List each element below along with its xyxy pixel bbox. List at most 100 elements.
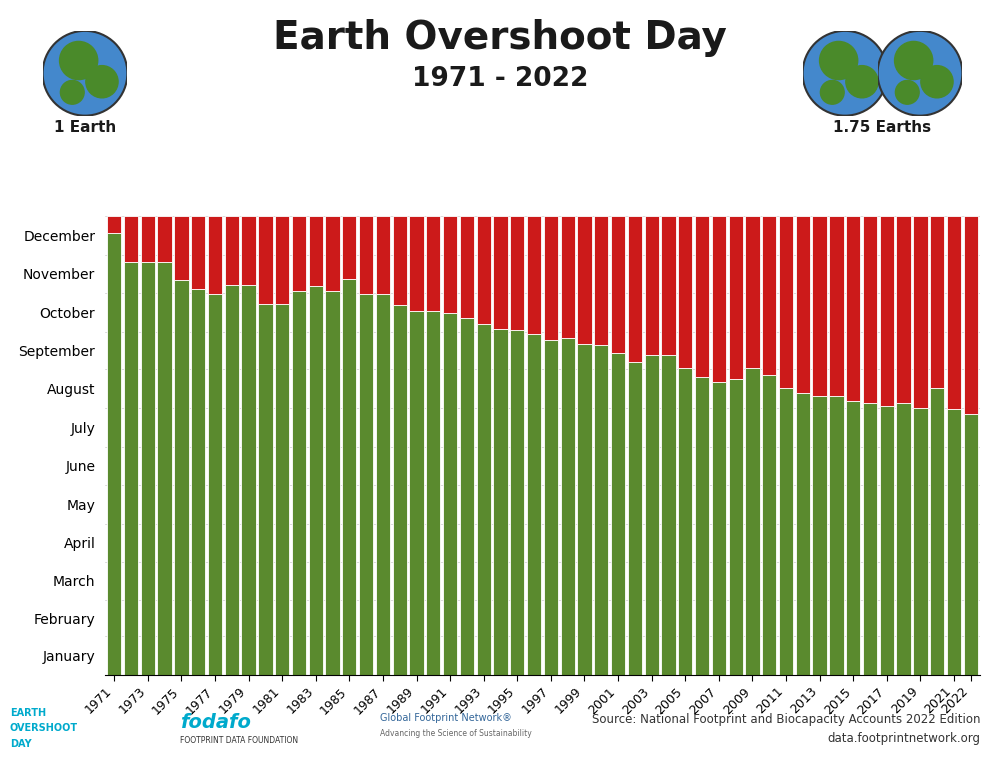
- Bar: [527, 216, 541, 334]
- Bar: [561, 338, 575, 675]
- Bar: [174, 280, 189, 675]
- Bar: [309, 286, 323, 675]
- Circle shape: [803, 31, 887, 116]
- Bar: [510, 216, 524, 330]
- Bar: [191, 289, 205, 675]
- Bar: [846, 216, 860, 401]
- Bar: [376, 216, 390, 294]
- Bar: [645, 355, 659, 675]
- Bar: [829, 216, 844, 396]
- Bar: [628, 362, 642, 675]
- Bar: [594, 216, 608, 345]
- Text: fodafo: fodafo: [180, 713, 251, 732]
- Bar: [745, 216, 760, 368]
- Bar: [661, 355, 676, 675]
- Text: Advancing the Science of Sustainability: Advancing the Science of Sustainability: [380, 729, 532, 738]
- Bar: [258, 304, 273, 675]
- Bar: [779, 388, 793, 675]
- Text: OVERSHOOT: OVERSHOOT: [10, 723, 78, 733]
- Text: Earth Overshoot Day: Earth Overshoot Day: [273, 19, 727, 57]
- Bar: [493, 216, 508, 329]
- Bar: [947, 216, 961, 409]
- Bar: [191, 216, 205, 289]
- Bar: [611, 216, 625, 353]
- Bar: [729, 216, 743, 379]
- Bar: [964, 216, 978, 415]
- Circle shape: [43, 31, 127, 116]
- Bar: [645, 216, 659, 355]
- Bar: [124, 216, 138, 262]
- Bar: [325, 216, 340, 291]
- Bar: [426, 216, 440, 311]
- Bar: [628, 216, 642, 362]
- Bar: [913, 408, 928, 675]
- Bar: [678, 368, 692, 675]
- Bar: [544, 340, 558, 675]
- Text: DAY: DAY: [10, 739, 32, 749]
- Text: 1971 - 2022: 1971 - 2022: [412, 66, 588, 92]
- Bar: [157, 216, 172, 262]
- Bar: [107, 234, 121, 675]
- Bar: [745, 368, 760, 675]
- Bar: [712, 382, 726, 675]
- Bar: [493, 329, 508, 675]
- Bar: [863, 216, 877, 403]
- Bar: [477, 216, 491, 324]
- Circle shape: [895, 80, 919, 104]
- Bar: [661, 216, 676, 355]
- Bar: [880, 216, 894, 406]
- Bar: [544, 216, 558, 340]
- Bar: [477, 324, 491, 675]
- Bar: [695, 377, 709, 675]
- Bar: [107, 216, 121, 234]
- Bar: [947, 409, 961, 675]
- Circle shape: [846, 66, 878, 98]
- Text: Source: National Footprint and Biocapacity Accounts 2022 Edition
data.footprintn: Source: National Footprint and Biocapaci…: [592, 713, 980, 746]
- Bar: [258, 216, 273, 304]
- Bar: [426, 311, 440, 675]
- Bar: [292, 216, 306, 291]
- Bar: [325, 291, 340, 675]
- Bar: [359, 216, 373, 294]
- Circle shape: [921, 66, 953, 98]
- Bar: [829, 396, 844, 675]
- Bar: [712, 216, 726, 382]
- Bar: [896, 216, 911, 403]
- Bar: [880, 406, 894, 675]
- Bar: [208, 294, 222, 675]
- Bar: [342, 279, 356, 675]
- Text: 1 Earth: 1 Earth: [54, 120, 116, 134]
- Text: Global Footprint Network®: Global Footprint Network®: [380, 713, 512, 723]
- Circle shape: [86, 66, 118, 98]
- Bar: [208, 216, 222, 294]
- Text: 1.75 Earths: 1.75 Earths: [833, 120, 931, 134]
- Bar: [695, 216, 709, 377]
- Bar: [913, 216, 928, 408]
- Bar: [812, 396, 827, 675]
- Bar: [762, 375, 776, 675]
- Bar: [393, 305, 407, 675]
- Bar: [409, 216, 424, 311]
- Bar: [443, 216, 457, 313]
- Bar: [594, 345, 608, 675]
- Bar: [157, 262, 172, 675]
- Bar: [729, 379, 743, 675]
- Text: EARTH: EARTH: [10, 708, 46, 718]
- Bar: [846, 401, 860, 675]
- Bar: [460, 216, 474, 318]
- Bar: [376, 294, 390, 675]
- Circle shape: [60, 42, 98, 79]
- Bar: [443, 313, 457, 675]
- Bar: [141, 262, 155, 675]
- Bar: [241, 216, 256, 285]
- Bar: [241, 285, 256, 675]
- Bar: [460, 318, 474, 675]
- Circle shape: [820, 80, 844, 104]
- Bar: [225, 216, 239, 285]
- Bar: [292, 291, 306, 675]
- Bar: [678, 216, 692, 368]
- Bar: [762, 216, 776, 375]
- Text: FOOTPRINT DATA FOUNDATION: FOOTPRINT DATA FOUNDATION: [180, 736, 298, 746]
- Bar: [309, 216, 323, 286]
- Bar: [561, 216, 575, 338]
